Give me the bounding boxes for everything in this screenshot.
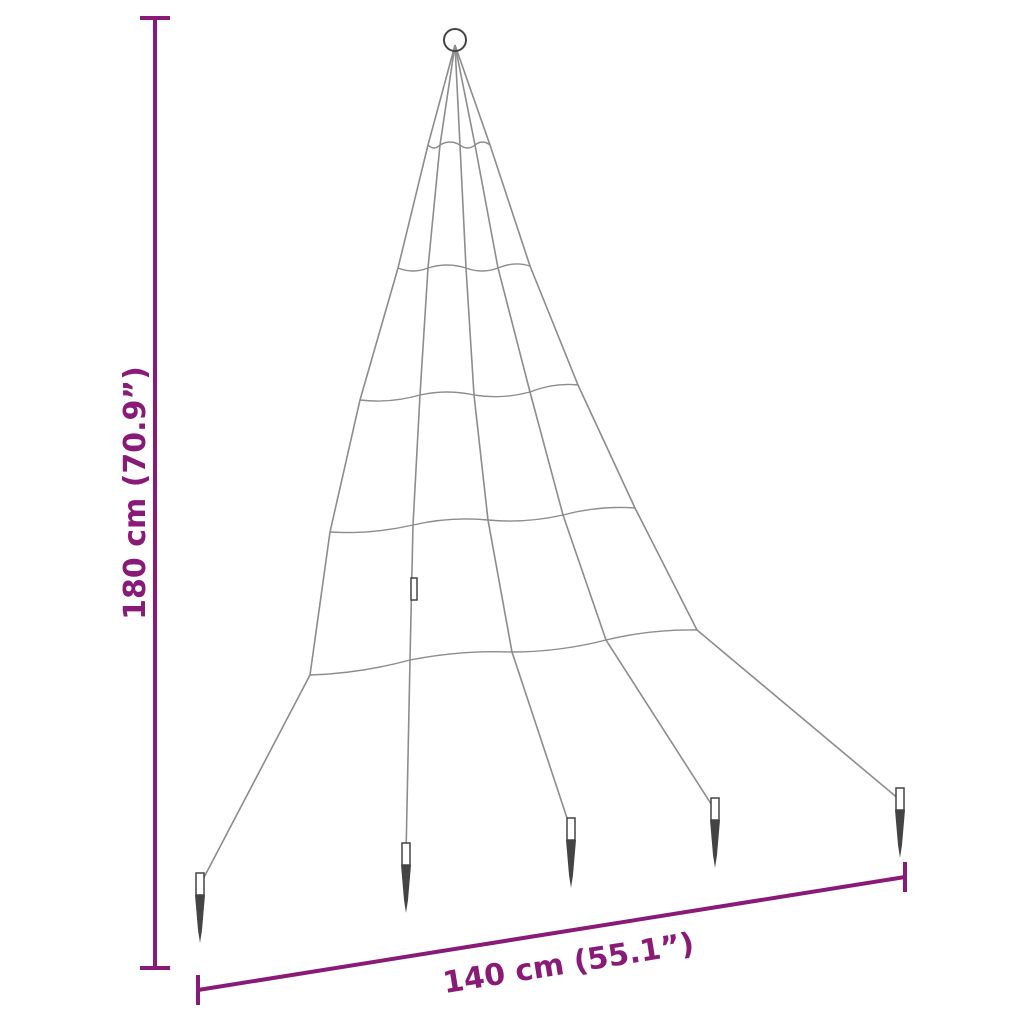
wire-tier [309, 629, 698, 676]
wire-strand [454, 44, 716, 811]
ground-stake-icon [895, 810, 905, 858]
controller-box [410, 577, 418, 601]
stake-cap [710, 797, 720, 821]
wire-strand [405, 44, 456, 856]
dimension-lines: 180 cm (70.9”) 140 cm (55.1”) [118, 16, 907, 1005]
wire-strand [454, 44, 572, 831]
height-label: 180 cm (70.9”) [118, 366, 153, 620]
width-label: 140 cm (55.1”) [440, 926, 696, 1001]
tree-light-net [195, 28, 905, 943]
hanging-ring-icon [443, 28, 467, 52]
stake-cap [566, 817, 576, 841]
wire-tier [397, 263, 531, 272]
stake-cap [401, 842, 411, 866]
stake-cap [895, 787, 905, 811]
ground-stake-icon [401, 865, 411, 913]
ground-stake-icon [566, 840, 576, 888]
wire-tier [359, 383, 579, 402]
width-dimension-line [197, 875, 906, 992]
wire-tier [427, 141, 491, 149]
stake-cap [195, 872, 205, 896]
wire-tier [329, 506, 636, 534]
wire-strand [454, 44, 901, 801]
ground-stake-icon [195, 895, 205, 943]
ground-stake-icon [710, 820, 720, 868]
